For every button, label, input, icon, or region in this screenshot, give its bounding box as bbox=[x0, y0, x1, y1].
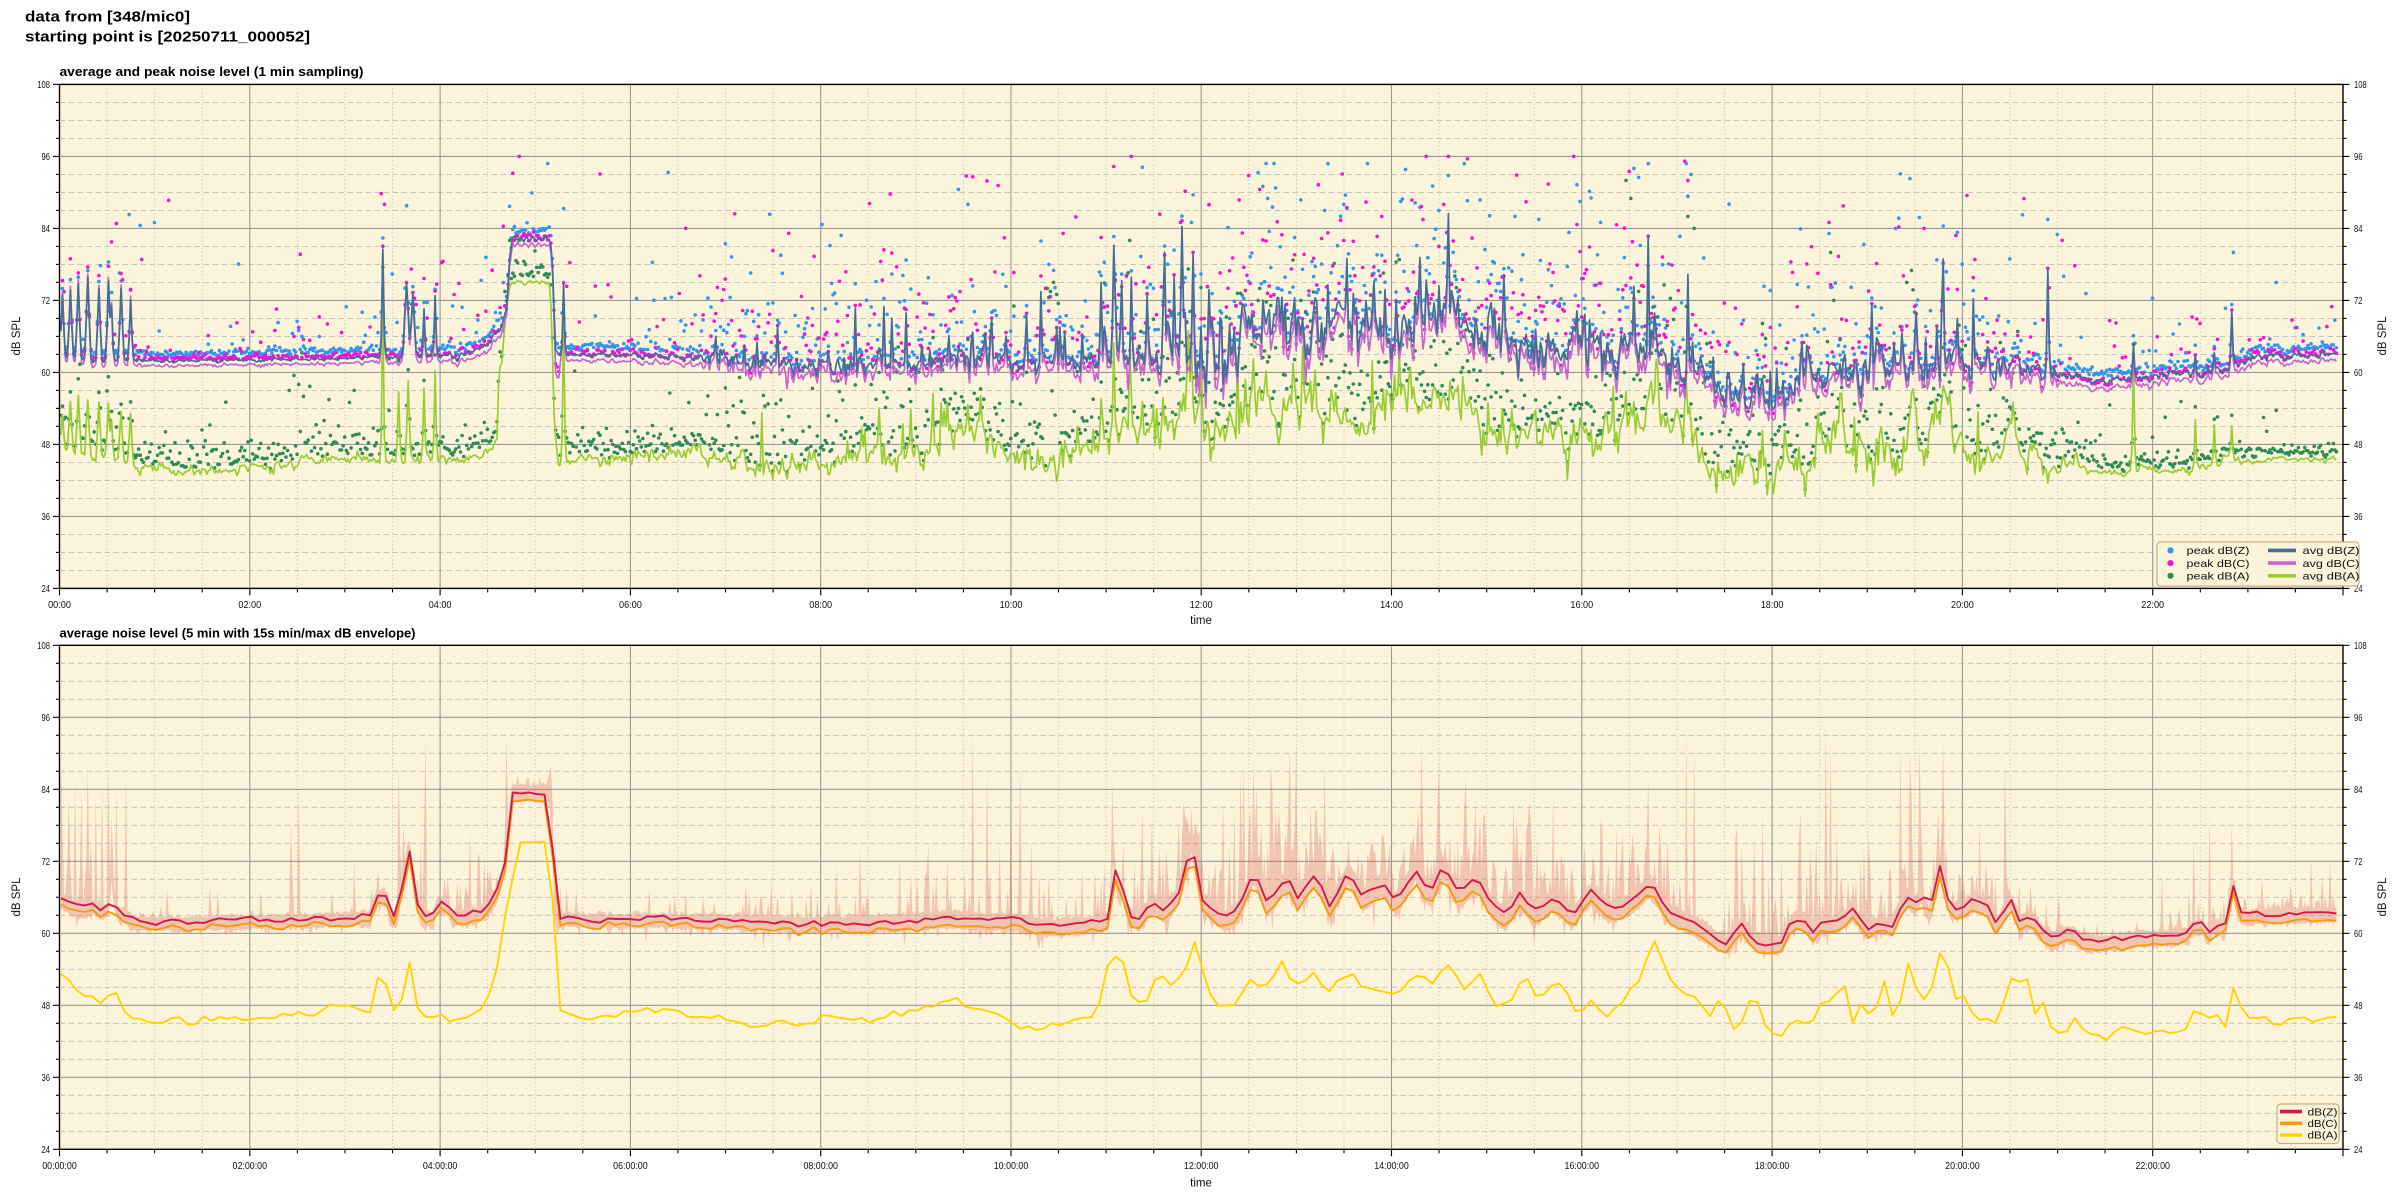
svg-text:10:00:00: 10:00:00 bbox=[994, 1160, 1029, 1172]
svg-text:24: 24 bbox=[42, 583, 51, 595]
svg-text:108: 108 bbox=[37, 640, 50, 652]
svg-text:12:00:00: 12:00:00 bbox=[1184, 1160, 1219, 1172]
svg-text:04:00: 04:00 bbox=[429, 599, 452, 611]
svg-text:dB SPL: dB SPL bbox=[2377, 877, 2389, 917]
svg-text:96: 96 bbox=[2354, 151, 2363, 163]
svg-text:60: 60 bbox=[42, 367, 51, 379]
svg-text:20:00: 20:00 bbox=[1951, 599, 1974, 611]
svg-text:36: 36 bbox=[2354, 1072, 2363, 1084]
svg-text:dB SPL: dB SPL bbox=[11, 316, 23, 356]
svg-text:108: 108 bbox=[37, 79, 50, 91]
svg-text:dB(Z): dB(Z) bbox=[2308, 1106, 2338, 1118]
svg-text:02:00: 02:00 bbox=[238, 599, 261, 611]
svg-text:avg dB(Z): avg dB(Z) bbox=[2303, 545, 2360, 557]
svg-text:96: 96 bbox=[42, 151, 51, 163]
svg-text:18:00: 18:00 bbox=[1761, 599, 1784, 611]
svg-text:08:00:00: 08:00:00 bbox=[803, 1160, 838, 1172]
svg-text:data from [348/mic0]: data from [348/mic0] bbox=[25, 9, 190, 26]
svg-text:84: 84 bbox=[2354, 784, 2363, 796]
svg-text:avg dB(A): avg dB(A) bbox=[2303, 571, 2360, 583]
svg-text:dB(A): dB(A) bbox=[2308, 1130, 2338, 1142]
svg-text:18:00:00: 18:00:00 bbox=[1755, 1160, 1790, 1172]
svg-text:06:00: 06:00 bbox=[619, 599, 642, 611]
svg-text:04:00:00: 04:00:00 bbox=[423, 1160, 458, 1172]
svg-text:108: 108 bbox=[2354, 640, 2367, 652]
svg-text:96: 96 bbox=[2354, 712, 2363, 724]
svg-text:24: 24 bbox=[2354, 1144, 2363, 1156]
svg-text:36: 36 bbox=[42, 1072, 51, 1084]
svg-text:14:00: 14:00 bbox=[1380, 599, 1403, 611]
svg-text:02:00:00: 02:00:00 bbox=[233, 1160, 268, 1172]
svg-text:16:00: 16:00 bbox=[1570, 599, 1593, 611]
svg-text:peak dB(A): peak dB(A) bbox=[2187, 571, 2250, 583]
svg-text:72: 72 bbox=[42, 295, 51, 307]
svg-text:14:00:00: 14:00:00 bbox=[1374, 1160, 1409, 1172]
svg-text:average and peak noise level (: average and peak noise level (1 min samp… bbox=[60, 65, 364, 79]
svg-text:10:00: 10:00 bbox=[1000, 599, 1023, 611]
svg-text:12:00: 12:00 bbox=[1190, 599, 1213, 611]
svg-text:16:00:00: 16:00:00 bbox=[1565, 1160, 1600, 1172]
svg-text:60: 60 bbox=[2354, 367, 2363, 379]
svg-text:06:00:00: 06:00:00 bbox=[613, 1160, 648, 1172]
svg-text:08:00: 08:00 bbox=[809, 599, 832, 611]
svg-text:00:00:00: 00:00:00 bbox=[42, 1160, 77, 1172]
svg-text:dB SPL: dB SPL bbox=[11, 877, 23, 917]
svg-text:36: 36 bbox=[42, 511, 51, 523]
svg-text:48: 48 bbox=[42, 1000, 51, 1012]
svg-text:108: 108 bbox=[2354, 79, 2367, 91]
svg-text:average noise level (5 min wit: average noise level (5 min with 15s min/… bbox=[60, 627, 416, 641]
svg-text:72: 72 bbox=[2354, 295, 2363, 307]
svg-text:22:00:00: 22:00:00 bbox=[2135, 1160, 2170, 1172]
svg-text:84: 84 bbox=[42, 784, 51, 796]
svg-text:peak dB(C): peak dB(C) bbox=[2187, 558, 2250, 570]
svg-text:48: 48 bbox=[2354, 439, 2363, 451]
svg-text:22:00: 22:00 bbox=[2141, 599, 2164, 611]
svg-text:20:00:00: 20:00:00 bbox=[1945, 1160, 1980, 1172]
svg-text:24: 24 bbox=[42, 1144, 51, 1156]
svg-text:starting point is [20250711_00: starting point is [20250711_000052] bbox=[25, 29, 310, 46]
svg-text:avg dB(C): avg dB(C) bbox=[2303, 558, 2360, 570]
svg-text:84: 84 bbox=[42, 223, 51, 235]
svg-text:84: 84 bbox=[2354, 223, 2363, 235]
svg-text:48: 48 bbox=[2354, 1000, 2363, 1012]
svg-text:72: 72 bbox=[42, 856, 51, 868]
svg-text:dB SPL: dB SPL bbox=[2377, 316, 2389, 356]
svg-text:60: 60 bbox=[42, 928, 51, 940]
svg-text:72: 72 bbox=[2354, 856, 2363, 868]
svg-text:00:00: 00:00 bbox=[48, 599, 71, 611]
svg-text:time: time bbox=[1190, 615, 1212, 627]
svg-text:48: 48 bbox=[42, 439, 51, 451]
svg-text:peak dB(Z): peak dB(Z) bbox=[2187, 545, 2250, 557]
svg-text:dB(C): dB(C) bbox=[2308, 1118, 2338, 1130]
svg-text:60: 60 bbox=[2354, 928, 2363, 940]
svg-text:96: 96 bbox=[42, 712, 51, 724]
svg-text:36: 36 bbox=[2354, 511, 2363, 523]
svg-text:24: 24 bbox=[2354, 583, 2363, 595]
svg-text:time: time bbox=[1190, 1178, 1212, 1190]
